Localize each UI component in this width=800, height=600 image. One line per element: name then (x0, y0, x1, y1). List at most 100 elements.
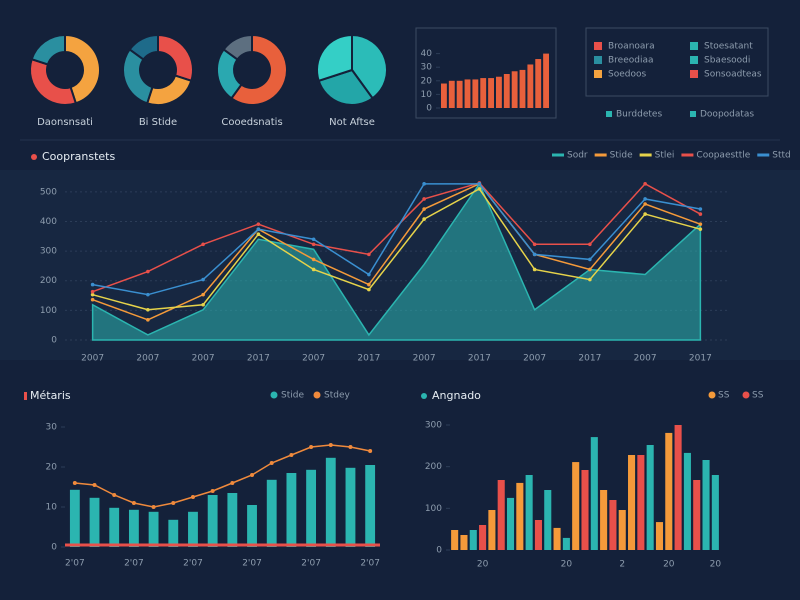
legend-label: Stlei (655, 151, 675, 161)
bar (497, 480, 505, 550)
legend-label: Sodr (567, 151, 588, 161)
y-tick-label: 400 (40, 217, 57, 227)
bar (306, 469, 317, 547)
legend-swatch (313, 391, 321, 399)
x-tick-label: 20 (477, 560, 489, 570)
y-tick-label: 100 (425, 504, 442, 514)
x-tick-label: 2017 (468, 354, 491, 364)
point (698, 207, 703, 211)
point (698, 227, 703, 231)
bar (460, 535, 468, 550)
point (532, 252, 537, 257)
bar (511, 71, 518, 108)
point (201, 302, 205, 307)
bar (109, 507, 120, 547)
y-tick-label: 200 (425, 462, 442, 472)
bar (488, 78, 494, 108)
point (588, 242, 592, 247)
x-tick-label: 2017 (247, 354, 270, 364)
bar (480, 78, 487, 108)
legend-label: Sttd (772, 151, 790, 161)
y-tick-label: 30 (421, 63, 433, 73)
bar (69, 489, 80, 547)
x-tick-label: 2'07 (360, 559, 380, 569)
legend-swatch (690, 42, 698, 50)
y-tick-label: 200 (40, 276, 57, 286)
slice (230, 33, 288, 106)
point (210, 489, 215, 493)
bar (693, 480, 701, 550)
point (90, 289, 95, 294)
slice (30, 33, 66, 66)
point (151, 505, 156, 509)
chart-title: Métaris (30, 389, 71, 402)
legend-label: Stide (610, 151, 633, 161)
bar (227, 493, 238, 547)
line (92, 182, 701, 293)
point (367, 252, 371, 257)
y-tick-label: 30 (46, 423, 58, 433)
x-tick-label: 20 (710, 560, 722, 570)
line (92, 183, 701, 296)
bar (456, 80, 463, 108)
bar (600, 490, 608, 550)
point (92, 483, 97, 487)
legend-label: Stide (281, 391, 304, 401)
point (588, 257, 592, 262)
y-tick-label: 0 (436, 546, 442, 556)
bar (665, 432, 673, 550)
bar (488, 510, 496, 550)
legend-panel (585, 27, 769, 97)
bar (516, 482, 524, 550)
point (422, 217, 426, 221)
line (92, 182, 701, 321)
x-tick-label: 2'07 (124, 559, 144, 569)
legend-label: Coopaesttle (696, 151, 750, 161)
y-tick-label: 20 (421, 76, 433, 86)
bar (590, 437, 598, 550)
point (368, 449, 373, 453)
point (367, 272, 371, 277)
point (643, 182, 647, 186)
title-dot (421, 393, 427, 399)
point (269, 461, 274, 465)
x-tick-label: 2007 (413, 354, 436, 364)
y-tick-label: 300 (425, 421, 442, 431)
bar (168, 519, 179, 547)
point (256, 222, 261, 226)
point (311, 257, 316, 262)
point (532, 242, 537, 247)
point (90, 292, 95, 297)
legend-label: Breeodiaa (608, 56, 654, 66)
slice (222, 33, 253, 61)
point (367, 287, 371, 292)
bar (618, 510, 626, 550)
panel-label: Doopodatas (700, 110, 754, 120)
point (643, 202, 647, 206)
bar (469, 530, 477, 550)
point (422, 197, 426, 201)
bar (128, 509, 139, 547)
chart-title: Daonsnsati (37, 117, 93, 128)
legend-label: Stdey (324, 391, 350, 401)
point (146, 269, 150, 274)
bar (527, 64, 534, 108)
y-tick-label: 500 (40, 187, 57, 197)
bar (472, 79, 479, 108)
point (477, 187, 482, 191)
point (90, 282, 95, 287)
point (256, 232, 261, 237)
legend-swatch (742, 391, 750, 399)
bar (345, 467, 356, 547)
point (311, 237, 316, 242)
bar (89, 497, 100, 547)
point (112, 493, 117, 497)
bar (441, 83, 447, 108)
chart-title: Angnado (432, 389, 481, 402)
x-tick-label: 2017 (689, 354, 712, 364)
point (72, 481, 77, 485)
point (348, 445, 353, 449)
bar (646, 445, 654, 550)
bar (572, 462, 580, 550)
chart-title: Bi Stide (139, 117, 177, 128)
